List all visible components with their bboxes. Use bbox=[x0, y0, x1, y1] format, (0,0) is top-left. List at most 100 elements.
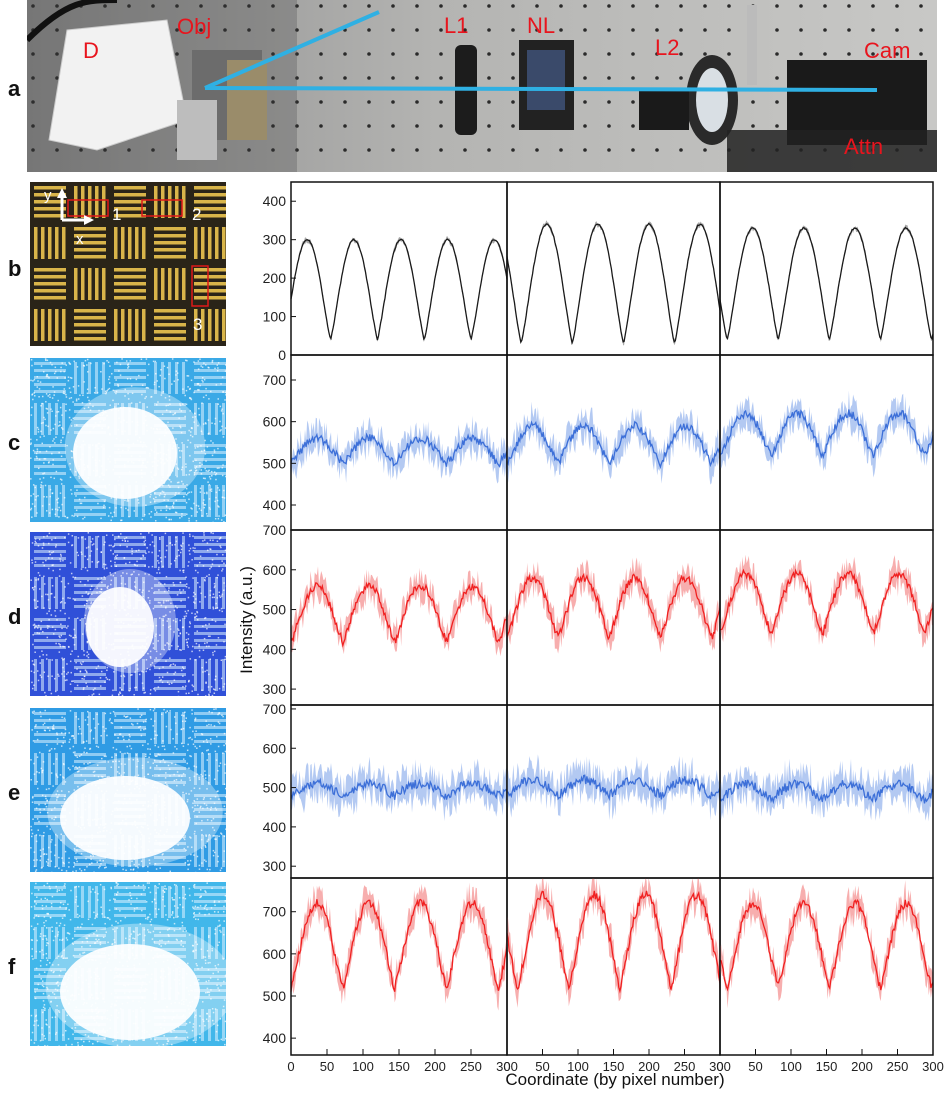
y-tick-label-b-400: 400 bbox=[263, 193, 287, 209]
y-axis-title: Intensity (a.u.) bbox=[237, 566, 256, 674]
label-Obj: Obj bbox=[177, 14, 211, 39]
panel-letter-d: d bbox=[8, 604, 22, 629]
y-tick-label-b-100: 100 bbox=[263, 309, 287, 325]
x-tick-label-2-0: 0 bbox=[503, 1059, 510, 1074]
label-D: D bbox=[83, 38, 99, 63]
label-NL: NL bbox=[527, 13, 555, 38]
axis-label-y: y bbox=[44, 187, 52, 204]
beam-path bbox=[204, 86, 878, 92]
y-tick-label-e-300: 300 bbox=[263, 858, 287, 874]
y-tick-label-b-200: 200 bbox=[263, 270, 287, 286]
x-tick-label-1-150: 150 bbox=[388, 1059, 410, 1074]
series-band-f-1 bbox=[291, 882, 507, 1011]
y-tick-label-c-400: 400 bbox=[263, 497, 287, 513]
y-tick-label-c-600: 600 bbox=[263, 414, 287, 430]
x-tick-label-1-250: 250 bbox=[460, 1059, 482, 1074]
panel-letter-f: f bbox=[8, 954, 16, 979]
x-tick-label-2-300: 300 bbox=[709, 1059, 731, 1074]
panel-letter-e: e bbox=[8, 780, 21, 805]
series-line-c-1 bbox=[290, 432, 508, 468]
series-line-f-3 bbox=[719, 898, 934, 992]
x-tick-label-1-300: 300 bbox=[496, 1059, 518, 1074]
y-tick-label-e-700: 700 bbox=[263, 701, 287, 717]
speckle-image-c bbox=[30, 358, 226, 522]
x-tick-label-1-0: 0 bbox=[287, 1059, 294, 1074]
x-tick-label-2-200: 200 bbox=[638, 1059, 660, 1074]
series-band-e-1 bbox=[291, 756, 507, 822]
x-tick-label-2-50: 50 bbox=[535, 1059, 549, 1074]
series-band-d-2 bbox=[507, 557, 720, 654]
x-tick-label-2-150: 150 bbox=[603, 1059, 625, 1074]
series-line-d-2 bbox=[506, 572, 721, 641]
panel-letter-b: b bbox=[8, 256, 22, 281]
label-Cam: Cam bbox=[864, 38, 910, 63]
label-Attn: Attn bbox=[844, 134, 883, 159]
series-line-b-2 bbox=[506, 222, 721, 345]
roi-label-1: 1 bbox=[112, 205, 121, 224]
series-line-b-3 bbox=[719, 226, 934, 341]
plot-frame-b-2 bbox=[506, 181, 721, 356]
series-band-e-3 bbox=[720, 758, 933, 822]
setup-photo: D Obj L1 NL L2 Cam Attn bbox=[27, 0, 937, 172]
series-line-e-2 bbox=[506, 774, 721, 802]
series-band-c-2 bbox=[507, 401, 720, 485]
y-tick-label-e-400: 400 bbox=[263, 819, 287, 835]
label-L2: L2 bbox=[655, 35, 679, 60]
y-tick-label-f-700: 700 bbox=[263, 904, 287, 920]
series-line-c-2 bbox=[506, 420, 721, 469]
x-tick-label-3-250: 250 bbox=[887, 1059, 909, 1074]
panel-letter-c: c bbox=[8, 430, 21, 455]
x-tick-label-2-250: 250 bbox=[674, 1059, 696, 1074]
x-tick-label-1-100: 100 bbox=[352, 1059, 374, 1074]
x-tick-label-3-100: 100 bbox=[780, 1059, 802, 1074]
speckle-image-f bbox=[30, 882, 226, 1046]
series-line-e-3 bbox=[719, 779, 934, 805]
y-tick-label-b-0: 0 bbox=[278, 347, 286, 363]
roi-label-2: 2 bbox=[192, 205, 201, 224]
series-band-c-1 bbox=[291, 415, 507, 484]
y-tick-label-d-600: 600 bbox=[263, 562, 287, 578]
series-line-f-1 bbox=[290, 898, 508, 992]
series-line-d-1 bbox=[290, 581, 508, 648]
series-line-d-3 bbox=[719, 568, 934, 636]
x-tick-label-3-0: 0 bbox=[716, 1059, 723, 1074]
y-tick-label-f-500: 500 bbox=[263, 988, 287, 1004]
roi-box-1 bbox=[67, 199, 109, 217]
roi-box-2 bbox=[141, 199, 183, 217]
y-tick-label-d-400: 400 bbox=[263, 641, 287, 657]
y-tick-label-d-300: 300 bbox=[263, 681, 287, 697]
y-tick-label-d-700: 700 bbox=[263, 522, 287, 538]
speckle-image-d bbox=[30, 532, 226, 696]
detector-card bbox=[48, 19, 188, 151]
roi-label-3: 3 bbox=[193, 315, 202, 334]
y-tick-label-c-700: 700 bbox=[263, 372, 287, 388]
beam-cone bbox=[204, 10, 380, 90]
x-tick-label-3-300: 300 bbox=[922, 1059, 944, 1074]
x-tick-label-3-150: 150 bbox=[816, 1059, 838, 1074]
target-image: y x 1 2 3 bbox=[30, 182, 226, 346]
x-tick-label-1-200: 200 bbox=[424, 1059, 446, 1074]
y-tick-label-e-500: 500 bbox=[263, 780, 287, 796]
axis-label-x: x bbox=[76, 231, 84, 248]
plot-frame-d-2 bbox=[506, 529, 721, 706]
series-band-d-3 bbox=[720, 554, 933, 649]
y-tick-label-f-400: 400 bbox=[263, 1030, 287, 1046]
series-line-e-1 bbox=[290, 777, 508, 801]
roi-box-3 bbox=[191, 265, 209, 307]
series-band-e-2 bbox=[507, 754, 720, 821]
x-tick-label-1-50: 50 bbox=[320, 1059, 334, 1074]
y-tick-label-b-300: 300 bbox=[263, 232, 287, 248]
y-tick-label-e-600: 600 bbox=[263, 740, 287, 756]
series-band-f-2 bbox=[507, 878, 720, 1008]
y-tick-label-d-500: 500 bbox=[263, 602, 287, 618]
label-L1: L1 bbox=[444, 13, 468, 38]
series-line-b-1 bbox=[290, 238, 508, 341]
series-line-f-2 bbox=[506, 890, 721, 994]
series-band-f-3 bbox=[720, 880, 933, 1009]
series-band-c-3 bbox=[720, 390, 933, 478]
plot-frame-d-1 bbox=[290, 529, 508, 706]
plot-frame-b-1 bbox=[290, 181, 508, 356]
y-tick-label-c-500: 500 bbox=[263, 455, 287, 471]
x-tick-label-3-50: 50 bbox=[748, 1059, 762, 1074]
